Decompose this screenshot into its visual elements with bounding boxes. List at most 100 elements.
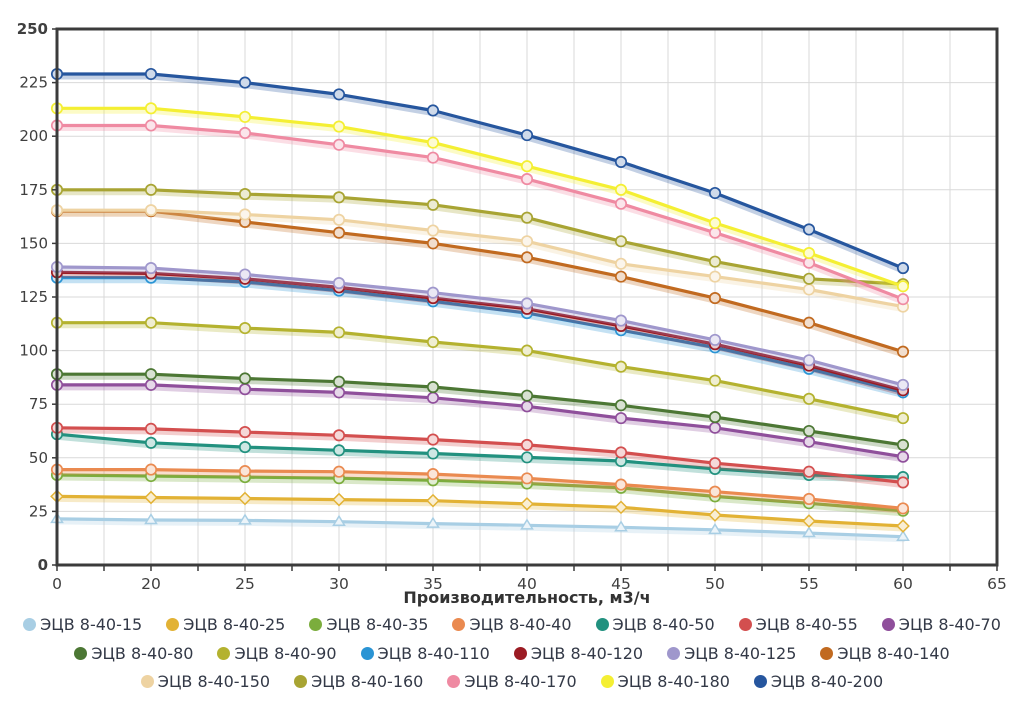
y-tick-label: 50 bbox=[29, 449, 48, 467]
data-point-marker bbox=[708, 411, 722, 424]
legend-swatch-icon bbox=[600, 675, 614, 689]
legend-item: ЭЦВ 8-40-90 bbox=[217, 644, 337, 663]
data-point-marker bbox=[614, 446, 628, 459]
series-line-halo bbox=[54, 210, 906, 358]
data-point-marker bbox=[708, 522, 722, 535]
legend-item: ЭЦВ 8-40-70 bbox=[881, 615, 1001, 634]
tick-marks bbox=[52, 28, 998, 571]
data-point-marker bbox=[614, 183, 628, 196]
data-point-marker bbox=[332, 444, 346, 457]
data-point-marker bbox=[708, 270, 722, 283]
data-point-marker bbox=[332, 138, 346, 151]
data-point-marker bbox=[520, 344, 534, 357]
data-point-marker bbox=[238, 208, 252, 221]
data-point-marker bbox=[614, 235, 628, 248]
series-line bbox=[55, 208, 905, 309]
data-point-marker bbox=[426, 286, 440, 299]
data-point-marker bbox=[426, 391, 440, 404]
data-point-marker bbox=[238, 426, 252, 439]
data-point-marker bbox=[520, 438, 534, 451]
data-point-marker bbox=[144, 422, 158, 435]
series-line bbox=[55, 383, 905, 459]
data-point-marker bbox=[332, 492, 346, 507]
series-line bbox=[55, 473, 905, 513]
series-8-40-55 bbox=[50, 421, 910, 489]
data-point-marker bbox=[708, 457, 722, 470]
series-8-40-180 bbox=[50, 102, 910, 293]
legend-label: ЭЦВ 8-40-180 bbox=[617, 672, 730, 692]
data-point-marker bbox=[332, 277, 346, 290]
series-line bbox=[55, 270, 905, 392]
data-point-marker bbox=[896, 502, 910, 515]
series-line-halo bbox=[54, 495, 906, 532]
data-point-marker bbox=[332, 120, 346, 133]
data-point-marker bbox=[708, 292, 722, 305]
data-point-marker bbox=[238, 465, 252, 478]
legend-label: ЭЦВ 8-40-70 bbox=[898, 615, 1001, 634]
legend-swatch-icon bbox=[738, 618, 752, 632]
series-line bbox=[55, 265, 905, 387]
data-point-marker bbox=[426, 335, 440, 349]
data-point-marker bbox=[896, 519, 910, 533]
data-point-marker bbox=[520, 173, 534, 186]
data-point-marker bbox=[896, 412, 910, 425]
data-point-marker bbox=[144, 204, 158, 217]
legend-swatch-icon bbox=[217, 646, 231, 660]
data-point-marker bbox=[614, 412, 628, 425]
series-line bbox=[55, 72, 905, 270]
data-point-marker bbox=[802, 283, 816, 296]
data-point-marker bbox=[520, 518, 534, 530]
data-point-marker bbox=[708, 186, 722, 200]
data-point-marker bbox=[896, 293, 910, 306]
legend-label: ЭЦВ 8-40-40 bbox=[469, 615, 572, 634]
data-point-marker bbox=[896, 345, 910, 358]
legend-label: ЭЦВ 8-40-200 bbox=[770, 672, 884, 692]
data-point-marker bbox=[802, 424, 816, 438]
legend-swatch-icon bbox=[753, 675, 767, 689]
data-point-marker bbox=[802, 354, 816, 367]
series-line-halo bbox=[54, 209, 906, 313]
data-point-marker bbox=[332, 213, 346, 226]
x-tick-label: 65 bbox=[987, 575, 1007, 593]
data-point-marker bbox=[614, 478, 628, 491]
series-line-halo bbox=[54, 427, 906, 488]
legend-label: ЭЦВ 8-40-150 bbox=[157, 672, 271, 692]
legend-swatch-icon bbox=[74, 646, 88, 660]
data-point-marker bbox=[520, 297, 534, 310]
legend-label: ЭЦВ 8-40-80 bbox=[91, 643, 194, 663]
data-point-marker bbox=[238, 76, 252, 89]
data-point-marker bbox=[144, 119, 158, 132]
data-point-marker bbox=[802, 223, 816, 236]
data-point-marker bbox=[426, 380, 440, 394]
data-point-marker bbox=[802, 465, 816, 478]
data-point-marker bbox=[896, 476, 910, 489]
data-point-marker bbox=[520, 389, 534, 402]
data-point-marker bbox=[708, 374, 722, 387]
data-point-marker bbox=[802, 316, 816, 329]
legend-swatch-icon bbox=[513, 646, 527, 660]
data-point-marker bbox=[426, 468, 440, 481]
data-point-marker bbox=[802, 435, 816, 448]
data-point-marker bbox=[614, 155, 628, 168]
data-point-marker bbox=[426, 151, 440, 164]
series-8-40-25 bbox=[50, 489, 910, 533]
data-point-marker bbox=[614, 360, 628, 373]
legend-item: ЭЦВ 8-40-25 bbox=[166, 616, 285, 634]
series-8-40-15 bbox=[50, 511, 910, 543]
data-point-marker bbox=[332, 88, 346, 101]
legend-label: ЭЦВ 8-40-25 bbox=[183, 615, 286, 634]
data-point-marker bbox=[708, 216, 722, 230]
legend-item: ЭЦВ 8-40-120 bbox=[513, 644, 643, 663]
legend-item: ЭЦВ 8-40-180 bbox=[600, 672, 730, 692]
legend-label: ЭЦВ 8-40-110 bbox=[377, 643, 490, 663]
x-tick-label: 45 bbox=[611, 575, 631, 593]
data-point-marker bbox=[614, 257, 628, 270]
data-point-marker bbox=[802, 246, 816, 260]
data-point-marker bbox=[426, 224, 440, 237]
x-axis-title: Производительность, м3/ч bbox=[403, 588, 650, 607]
series-line-halo bbox=[54, 277, 906, 398]
data-point-marker bbox=[426, 198, 440, 211]
data-point-marker bbox=[614, 314, 628, 327]
y-tick-label: 100 bbox=[19, 342, 48, 360]
